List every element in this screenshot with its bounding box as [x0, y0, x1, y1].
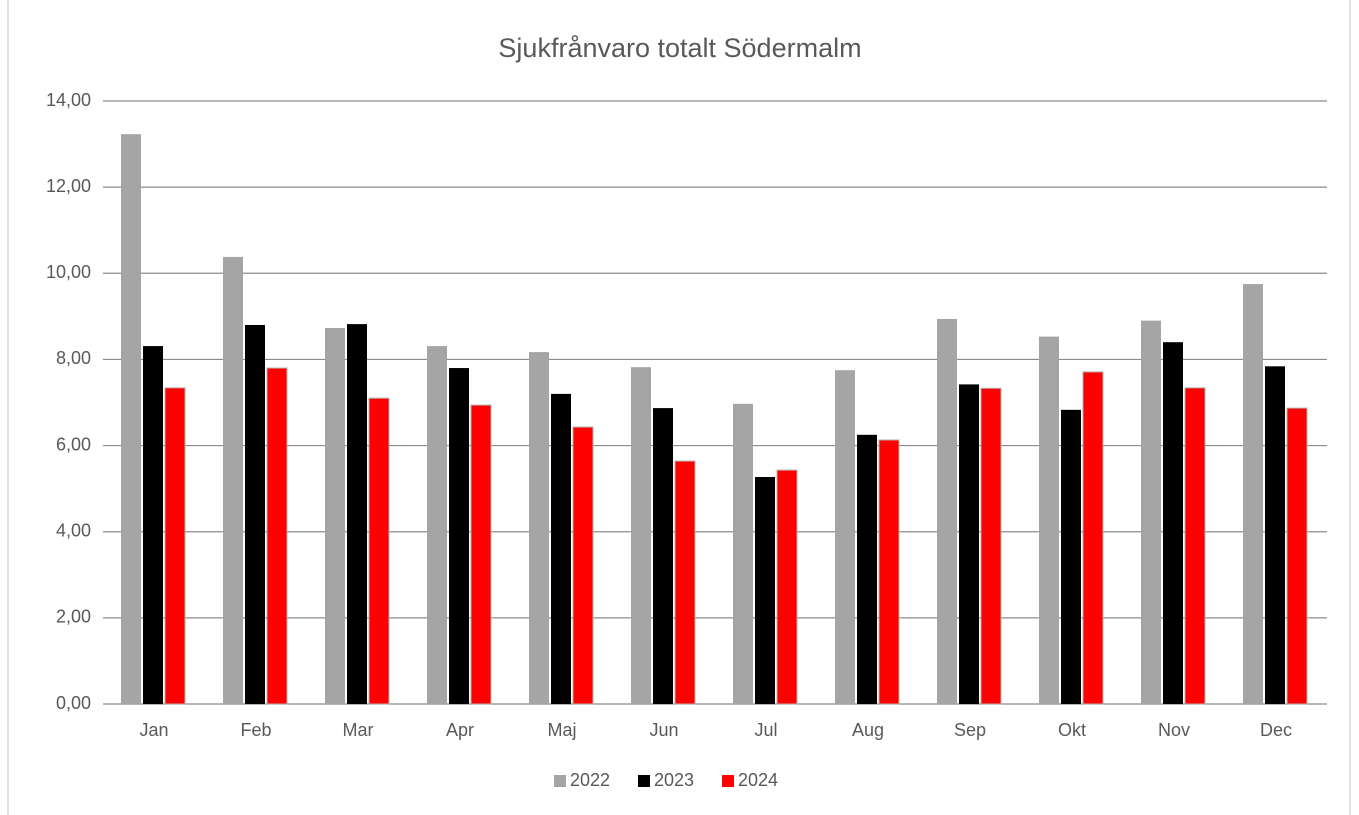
bar [1141, 320, 1161, 704]
x-tick-label: Apr [446, 720, 474, 740]
y-tick-label: 4,00 [56, 520, 91, 540]
bar [1243, 284, 1263, 704]
x-tick-label: Jan [139, 720, 168, 740]
bar [857, 434, 877, 704]
y-tick-label: 10,00 [46, 262, 91, 282]
bar [529, 352, 549, 704]
bar [776, 469, 798, 705]
bar [223, 256, 243, 704]
bar [1163, 342, 1183, 704]
bar [733, 403, 753, 704]
bar [164, 387, 186, 705]
legend-marker [638, 775, 650, 787]
bar [980, 387, 1002, 705]
bar [347, 324, 367, 704]
x-tick-label: Feb [240, 720, 271, 740]
bar [878, 439, 900, 705]
bar [427, 346, 447, 704]
y-tick-label: 2,00 [56, 607, 91, 627]
bar [959, 384, 979, 704]
bar [755, 477, 775, 704]
legend-label: 2024 [738, 770, 778, 790]
bar [631, 367, 651, 704]
bar [143, 346, 163, 704]
x-tick-label: Sep [954, 720, 986, 740]
bar [1061, 409, 1081, 704]
bar [937, 318, 957, 704]
y-tick-label: 12,00 [46, 176, 91, 196]
x-tick-label: Okt [1058, 720, 1086, 740]
legend-marker [722, 775, 734, 787]
bar [245, 324, 265, 704]
bar [266, 367, 288, 705]
legend-label: 2023 [654, 770, 694, 790]
x-tick-label: Nov [1158, 720, 1190, 740]
legend-marker [554, 775, 566, 787]
bar [551, 393, 571, 704]
bar [1265, 366, 1285, 704]
bar [653, 408, 673, 704]
bar [1082, 371, 1104, 705]
legend-label: 2022 [570, 770, 610, 790]
bar [121, 134, 141, 705]
x-tick-label: Aug [852, 720, 884, 740]
bar [449, 368, 469, 704]
x-tick-label: Mar [343, 720, 374, 740]
x-tick-label: Jun [649, 720, 678, 740]
y-tick-label: 8,00 [56, 348, 91, 368]
bar [674, 460, 696, 705]
x-tick-label: Maj [547, 720, 576, 740]
y-tick-label: 14,00 [46, 90, 91, 110]
bar [1039, 336, 1059, 704]
bar [368, 397, 390, 705]
bar [325, 327, 345, 704]
bar [1184, 387, 1206, 705]
bar [572, 426, 594, 705]
chart-title: Sjukfrånvaro totalt Södermalm [498, 33, 861, 63]
bar [470, 404, 492, 705]
y-tick-label: 6,00 [56, 434, 91, 454]
bar [835, 370, 855, 704]
bar [1286, 407, 1308, 705]
x-tick-label: Dec [1260, 720, 1292, 740]
y-tick-label: 0,00 [56, 693, 91, 713]
x-tick-label: Jul [754, 720, 777, 740]
